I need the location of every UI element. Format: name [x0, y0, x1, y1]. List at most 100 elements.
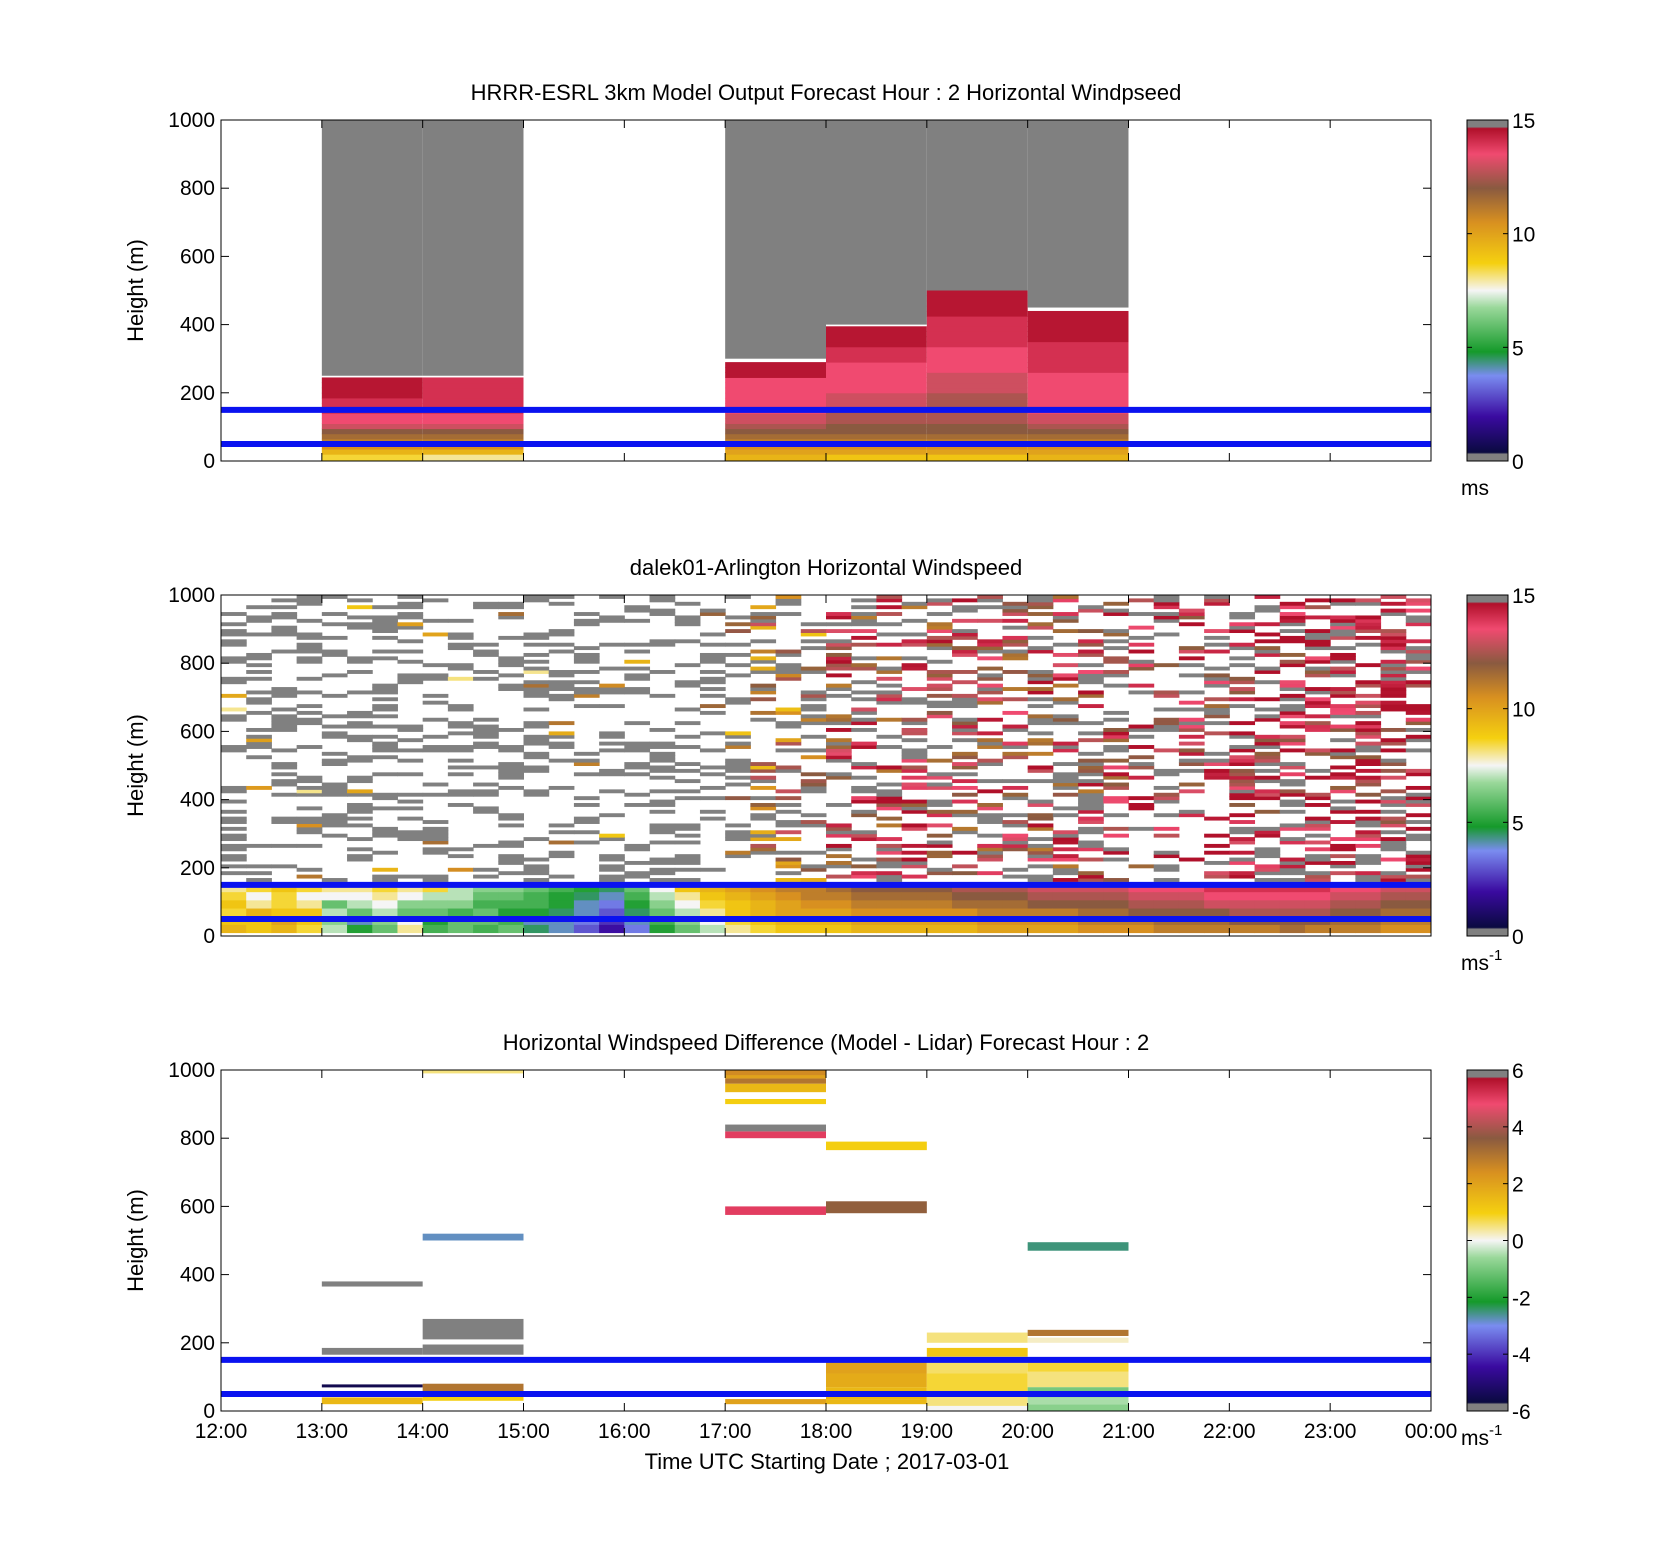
difference-cell — [1027, 1337, 1129, 1343]
lidar-upper-cell — [347, 816, 373, 821]
lidar-upper-cell — [1204, 697, 1230, 702]
lidar-upper-cell — [1078, 803, 1104, 807]
lidar-upper-cell — [1380, 837, 1407, 842]
lidar-low-cell — [1405, 924, 1432, 934]
lidar-upper-cell — [649, 789, 676, 794]
lidar-upper-cell — [1052, 854, 1079, 859]
lidar-upper-cell — [1027, 595, 1054, 599]
lidar-upper-cell — [1254, 762, 1281, 766]
lidar-upper-cell — [649, 860, 676, 865]
lidar-upper-cell — [750, 806, 777, 811]
lidar-upper-cell — [1279, 721, 1306, 726]
lidar-low-cell — [699, 899, 726, 909]
lidar-upper-cell — [1254, 745, 1281, 749]
lidar-upper-cell — [1304, 820, 1331, 824]
lidar-upper-cell — [775, 738, 802, 743]
lidar-upper-cell — [674, 779, 701, 784]
lidar-upper-cell — [775, 741, 802, 746]
lidar-upper-cell — [1027, 676, 1054, 681]
lidar-upper-cell — [1304, 639, 1331, 644]
lidar-upper-cell — [372, 625, 398, 630]
model-no-data-cell — [321, 120, 423, 376]
lidar-upper-cell — [296, 618, 323, 623]
lidar-upper-cell — [876, 605, 903, 610]
lidar-upper-cell — [775, 837, 802, 842]
lidar-upper-cell — [1153, 768, 1180, 773]
lidar-low-cell — [221, 924, 247, 934]
lidar-upper-cell — [800, 864, 827, 869]
lidar-upper-cell — [725, 775, 751, 780]
lidar-upper-cell — [1178, 707, 1205, 712]
lidar-upper-cell — [1078, 874, 1104, 879]
lidar-upper-cell — [826, 826, 852, 831]
difference-cell — [725, 1124, 826, 1132]
model-cell — [926, 433, 1028, 440]
lidar-low-cell — [1153, 924, 1180, 934]
lidar-upper-cell — [1279, 652, 1306, 657]
lidar-upper-cell — [1405, 670, 1432, 674]
lidar-upper-cell — [347, 857, 373, 862]
lidar-upper-cell — [1128, 745, 1155, 749]
lidar-upper-cell — [447, 721, 474, 726]
lidar-upper-cell — [246, 878, 272, 882]
lidar-upper-cell — [1078, 642, 1104, 647]
lidar-upper-cell — [775, 721, 802, 726]
lidar-upper-cell — [851, 697, 877, 702]
lidar-upper-cell — [1128, 765, 1155, 770]
lidar-upper-cell — [800, 772, 827, 777]
lidar-upper-cell — [1178, 717, 1205, 722]
lidar-low-cell — [1103, 891, 1129, 901]
lidar-upper-cell — [447, 676, 474, 681]
lidar-upper-cell — [1405, 796, 1432, 801]
lidar-upper-cell — [1229, 721, 1256, 726]
lidar-low-cell — [1002, 899, 1029, 909]
lidar-upper-cell — [1153, 612, 1180, 616]
lidar-upper-cell — [1380, 663, 1407, 668]
lidar-upper-cell — [851, 605, 877, 610]
lidar-low-cell — [599, 908, 625, 917]
lidar-low-cell — [1254, 899, 1281, 909]
lidar-upper-cell — [826, 663, 852, 668]
lidar-upper-cell — [1128, 755, 1155, 760]
lidar-upper-cell — [1405, 874, 1432, 879]
lidar-upper-cell — [1153, 693, 1180, 698]
lidar-upper-cell — [1330, 714, 1356, 719]
lidar-upper-cell — [1103, 878, 1129, 882]
lidar-upper-cell — [1304, 687, 1331, 691]
lidar-upper-cell — [750, 785, 777, 790]
lidar-upper-cell — [246, 700, 272, 705]
colorbar-tick-label: 10 — [1512, 699, 1535, 722]
lidar-upper-cell — [1330, 598, 1356, 603]
lidar-upper-cell — [1330, 710, 1356, 715]
lidar-low-cell — [548, 924, 575, 934]
lidar-upper-cell — [952, 629, 978, 634]
lidar-upper-cell — [1027, 816, 1054, 821]
lidar-upper-cell — [347, 854, 373, 859]
lidar-upper-cell — [1405, 649, 1432, 654]
lidar-upper-cell — [548, 687, 575, 691]
lidar-upper-cell — [422, 847, 449, 852]
lidar-upper-cell — [1405, 772, 1432, 777]
lidar-upper-cell — [573, 820, 600, 824]
model-cell — [1027, 316, 1129, 322]
lidar-upper-cell — [347, 625, 373, 630]
lidar-upper-cell — [573, 646, 600, 651]
lidar-upper-cell — [952, 605, 978, 610]
lidar-low-cell — [952, 924, 978, 934]
lidar-upper-cell — [1078, 690, 1104, 695]
lidar-upper-cell — [271, 816, 298, 821]
lidar-upper-cell — [1304, 656, 1331, 661]
model-cell — [725, 428, 826, 435]
difference-cell — [725, 1083, 826, 1093]
lidar-upper-cell — [548, 745, 575, 749]
lidar-upper-cell — [296, 823, 323, 828]
lidar-upper-cell — [800, 867, 827, 872]
lidar-upper-cell — [901, 639, 928, 644]
lidar-low-cell — [246, 908, 272, 917]
lidar-upper-cell — [1380, 820, 1407, 824]
lidar-upper-cell — [851, 871, 877, 876]
lidar-upper-cell — [775, 598, 802, 603]
lidar-upper-cell — [624, 605, 651, 610]
lidar-upper-cell — [573, 670, 600, 674]
lidar-upper-cell — [1078, 772, 1104, 777]
